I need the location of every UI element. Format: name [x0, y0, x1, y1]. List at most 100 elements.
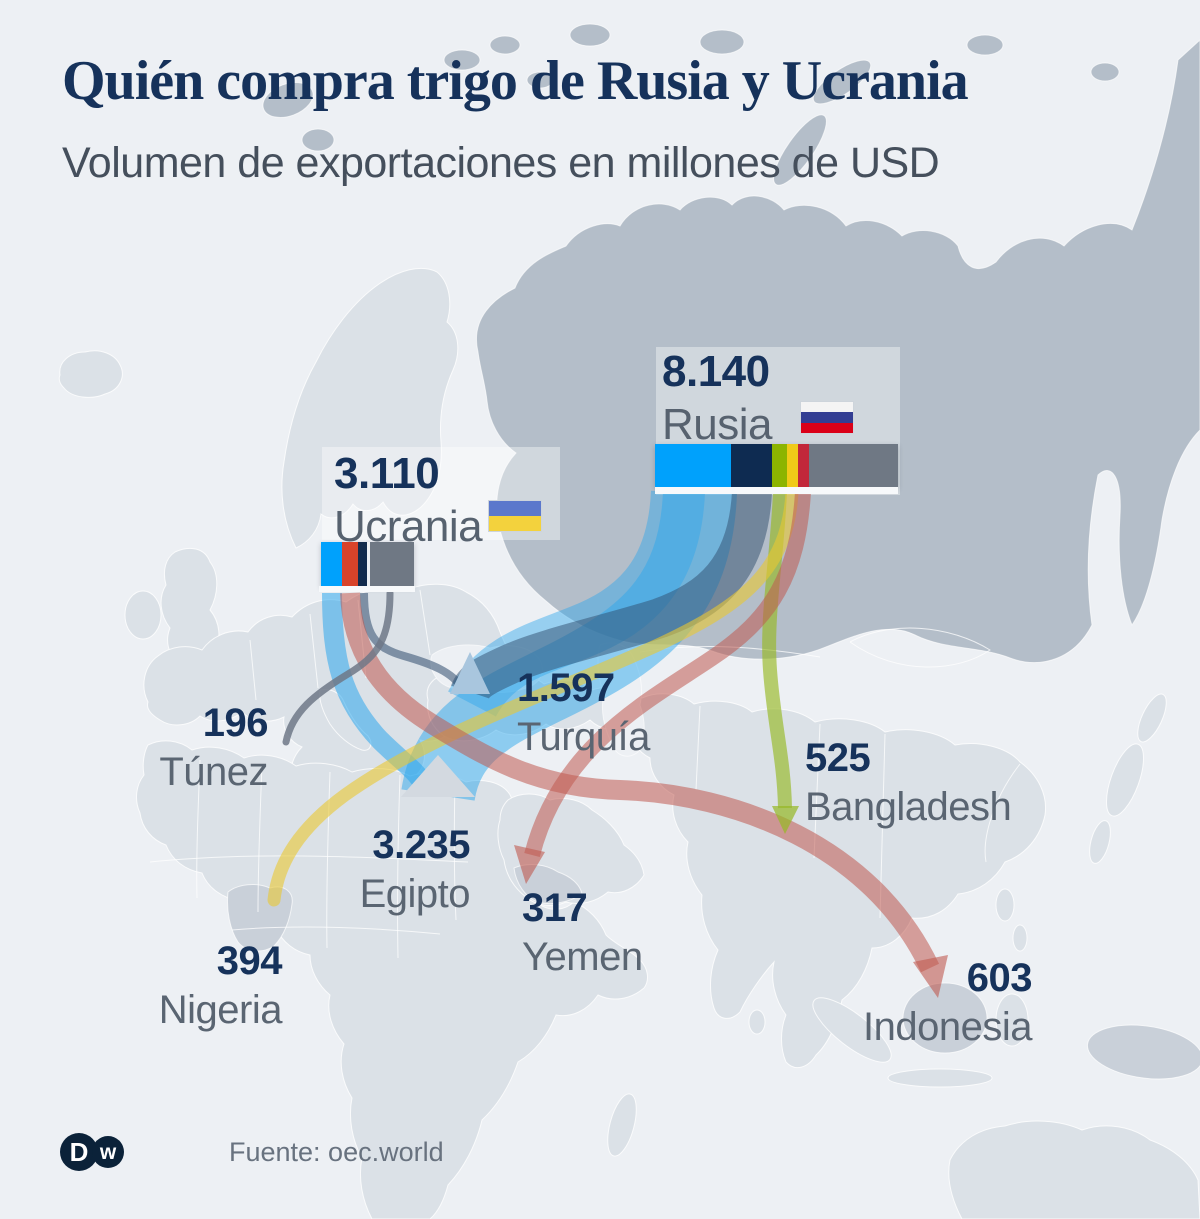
novaya-zemlya: [773, 114, 827, 186]
header: Quién compra trigo de Rusia y Ucrania Vo…: [62, 50, 969, 188]
svg-text:w: w: [99, 1141, 117, 1164]
flow-ribbons: [267, 485, 940, 973]
arctic-island: [489, 35, 521, 55]
landmass-dark: [262, 23, 1200, 664]
ucrania-baseline-strip: [319, 586, 415, 592]
bar-segment: [809, 444, 898, 487]
flow-ukraine-turkey-navy: [360, 592, 466, 691]
nigeria-value: 394: [216, 939, 283, 983]
scandinavia: [281, 267, 459, 549]
flow-ukraine-tunez-gray: [282, 589, 394, 746]
bar-segment: [367, 542, 370, 586]
indonesia-arrow: [913, 955, 948, 998]
tunez-name: Túnez: [159, 750, 268, 794]
sri-lanka: [748, 1009, 766, 1035]
turquia-value: 1.597: [517, 666, 615, 710]
footer: D w Fuente: oec.world: [59, 1131, 444, 1173]
yemen-name: Yemen: [522, 935, 643, 979]
egipto-name: Egipto: [359, 872, 471, 916]
svalbard-island: [301, 128, 335, 152]
flag-stripe: [801, 422, 853, 433]
flow-end-marks: [401, 652, 948, 998]
flow-russia-nigeria-yellow: [267, 485, 799, 907]
destination-label-nigeria: 394 Nigeria: [158, 939, 283, 1032]
rusia-stacked-bar: [655, 444, 898, 487]
bar-segment: [731, 444, 772, 487]
destination-label-yemen: 317 Yemen: [522, 888, 643, 977]
rusia-value: 8.140: [662, 347, 770, 396]
flag-stripe: [801, 402, 853, 413]
flow-ukraine-indonesia-orange: [340, 592, 940, 973]
indonesia-value: 603: [966, 956, 1033, 1000]
philippines-island: [1012, 924, 1028, 952]
arctic-island: [569, 23, 611, 47]
ucrania-value: 3.110: [334, 449, 440, 498]
japan-island: [1106, 743, 1144, 817]
asia-mainland: [426, 670, 1047, 1069]
ucrania-stacked-bar: [321, 542, 414, 586]
rusia-name: Rusia: [662, 400, 773, 449]
japan-island: [1137, 693, 1167, 743]
egypt-notch: [401, 755, 475, 797]
arctic-island: [1090, 62, 1120, 82]
bar-segment: [787, 444, 798, 487]
new-guinea: [1086, 1024, 1200, 1080]
ireland: [124, 590, 162, 640]
page-subtitle: Volumen de exportaciones en millones de …: [62, 138, 940, 187]
destination-label-indonesia: 603 Indonesia: [863, 958, 1032, 1047]
arctic-island: [966, 34, 1004, 56]
egipto-value: 3.235: [372, 823, 470, 867]
bangladesh-arrow: [772, 806, 799, 834]
philippines-island: [995, 888, 1015, 922]
flag-stripe: [801, 412, 853, 423]
java: [887, 1068, 993, 1088]
turkey-notch: [450, 652, 490, 694]
bar-segment: [321, 542, 342, 586]
kalimantan: [902, 982, 988, 1054]
bar-segment: [655, 444, 731, 487]
ucrania-label: 3.110 Ucrania: [334, 449, 483, 551]
yemen-value: 317: [522, 886, 588, 930]
bangladesh-name: Bangladesh: [805, 785, 1012, 829]
japan-island: [1089, 820, 1111, 864]
bar-segment: [342, 542, 358, 586]
rusia-flag-icon: [800, 401, 854, 434]
flow-ukraine-egypt-blue: [322, 592, 438, 798]
rusia-label: 8.140 Rusia: [662, 347, 773, 449]
dw-logo-icon: D w: [60, 1133, 124, 1171]
source-text: Fuente: oec.world: [229, 1136, 444, 1167]
rusia-baseline-strip: [655, 487, 898, 494]
flag-stripe: [489, 516, 541, 531]
iceland: [58, 350, 123, 398]
madagascar: [607, 1093, 637, 1157]
destination-label-turquia: 1.597 Turquía: [517, 668, 650, 757]
bar-segment: [772, 444, 787, 487]
novaya-zemlya: [812, 59, 872, 105]
tunez-value: 196: [202, 701, 269, 745]
flow-russia-turkey-navy: [451, 490, 772, 701]
arctic-island: [443, 49, 481, 71]
svalbard-island: [262, 82, 314, 118]
bar-segment: [370, 542, 414, 586]
svg-text:D: D: [70, 1137, 89, 1167]
bangladesh-value: 525: [805, 736, 871, 780]
yemen-arrow: [514, 845, 545, 884]
ucrania-flag-icon: [488, 500, 542, 532]
arctic-island: [526, 71, 554, 89]
flag-stripe: [489, 501, 541, 516]
arctic-island: [699, 29, 745, 55]
nigeria-name: Nigeria: [158, 988, 283, 1032]
bar-segment: [798, 444, 809, 487]
indonesia-name: Indonesia: [863, 1005, 1032, 1049]
bar-segment: [358, 542, 367, 586]
page-title: Quién compra trigo de Rusia y Ucrania: [62, 50, 969, 112]
ucrania-name: Ucrania: [334, 502, 483, 551]
destination-label-tunez: 196 Túnez: [159, 703, 268, 792]
sulawesi: [995, 993, 1029, 1047]
destination-label-egipto: 3.235 Egipto: [359, 823, 471, 916]
destination-label-bangladesh: 525 Bangladesh: [805, 736, 1012, 829]
